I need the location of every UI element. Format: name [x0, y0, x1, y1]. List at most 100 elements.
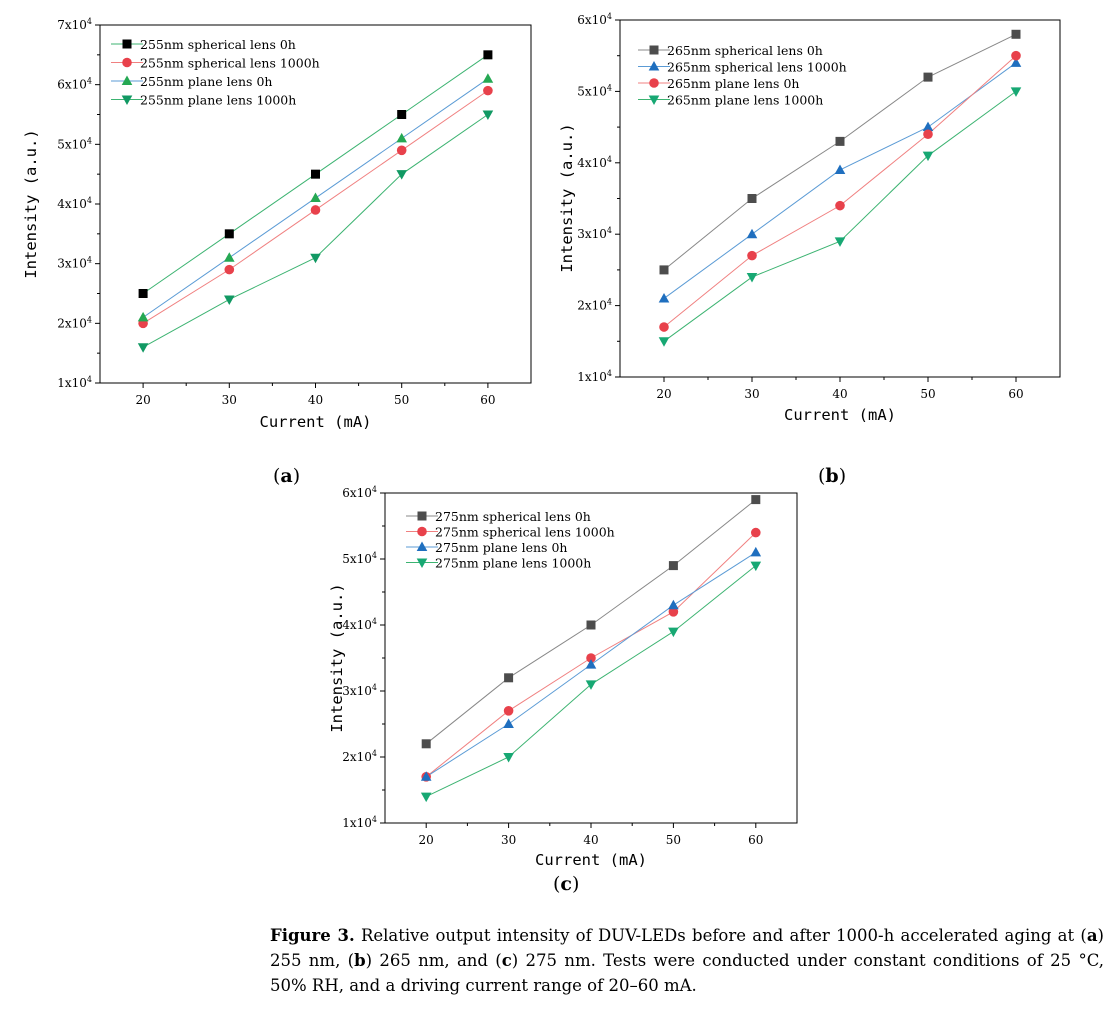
legend-label: 275nm spherical lens 1000h [435, 525, 615, 540]
x-tick-label: 30 [222, 393, 237, 407]
panel-label-a: (a) [273, 465, 301, 487]
y-tick-label: 1x104 [57, 375, 92, 390]
x-axis-label: Current (mA) [260, 413, 372, 431]
data-point-series-3 [224, 252, 235, 262]
y-tick-label: 4x104 [57, 196, 92, 211]
x-axis-label: Current (mA) [784, 406, 896, 424]
x-tick-label: 50 [666, 833, 681, 847]
data-point-series-4 [420, 792, 432, 803]
legend-label: 255nm spherical lens 0h [140, 37, 296, 52]
legend-label: 275nm plane lens 1000h [435, 556, 591, 571]
y-tick-label: 5x104 [57, 136, 92, 151]
y-tick-label: 2x104 [57, 315, 92, 330]
y-tick-label: 1x104 [577, 369, 612, 384]
legend-marker [417, 526, 427, 537]
y-axis-label: Intensity (a.u.) [22, 129, 40, 278]
data-point-series-4 [746, 273, 758, 283]
data-point-series-1 [421, 739, 431, 749]
data-point-series-4 [503, 753, 514, 763]
data-point-series-2 [310, 205, 321, 215]
legend-marker [648, 61, 660, 71]
data-point-series-3 [1011, 50, 1021, 61]
y-tick-label: 1x104 [342, 815, 377, 830]
y-tick-label: 5x104 [342, 551, 377, 566]
legend-marker [122, 39, 132, 49]
x-tick-label: 60 [1008, 387, 1023, 401]
y-axis-label: Intensity (a.u.) [328, 583, 346, 732]
data-point-series-2 [586, 653, 596, 663]
legend-label: 255nm plane lens 1000h [140, 93, 296, 108]
data-point-series-4 [585, 680, 597, 690]
y-tick-label: 7x104 [57, 17, 92, 32]
x-tick-label: 50 [920, 387, 935, 401]
data-point-series-3 [659, 322, 669, 332]
y-tick-label: 6x104 [57, 77, 92, 92]
data-point-series-3 [482, 73, 494, 83]
data-point-series-4 [668, 627, 679, 638]
x-tick-label: 40 [832, 387, 847, 401]
data-point-series-2 [396, 145, 407, 156]
data-point-series-3 [923, 129, 933, 140]
data-point-series-3 [310, 192, 321, 203]
legend-label: 265nm spherical lens 0h [667, 43, 823, 58]
legend-label: 265nm plane lens 0h [667, 76, 799, 91]
x-tick-label: 30 [744, 387, 759, 401]
y-tick-label: 5x104 [577, 83, 612, 98]
data-point-series-1 [224, 229, 234, 239]
x-tick-label: 20 [656, 387, 671, 401]
data-point-series-4 [750, 561, 762, 572]
x-tick-label: 60 [748, 833, 763, 847]
legend-marker [649, 78, 659, 88]
y-tick-label: 3x104 [57, 256, 92, 271]
data-point-series-1 [659, 265, 669, 275]
data-point-series-1 [1011, 29, 1021, 39]
data-point-series-3 [503, 718, 514, 728]
data-point-series-2 [668, 607, 679, 617]
x-tick-label: 40 [583, 833, 598, 847]
data-point-series-2 [503, 706, 514, 716]
data-point-series-3 [420, 771, 432, 781]
data-point-series-1 [835, 136, 845, 146]
x-tick-label: 50 [394, 393, 409, 407]
data-point-series-4 [224, 295, 235, 305]
data-point-series-3 [137, 311, 149, 322]
figure-caption: Figure 3. Relative output intensity of D… [270, 926, 1104, 995]
data-point-series-1 [751, 495, 761, 505]
legend-marker [416, 541, 428, 551]
y-tick-label: 4x104 [577, 155, 612, 170]
panel-label-b: (b) [818, 465, 847, 487]
y-tick-label: 6x104 [577, 12, 612, 27]
data-point-series-2 [658, 292, 670, 303]
data-point-series-4 [1010, 87, 1022, 97]
y-tick-label: 2x104 [577, 298, 612, 313]
data-point-series-4 [834, 237, 846, 247]
y-tick-label: 3x104 [577, 226, 612, 241]
data-point-series-1 [747, 194, 757, 203]
data-point-series-4 [137, 343, 149, 353]
data-point-series-3 [835, 200, 845, 211]
data-point-series-3 [747, 250, 757, 261]
figure-caption-label: Figure 3. [270, 926, 355, 945]
data-point-series-1 [311, 169, 320, 179]
data-point-series-2 [922, 121, 934, 132]
y-tick-label: 3x104 [342, 683, 377, 698]
y-tick-label: 6x104 [342, 485, 377, 500]
data-point-series-2 [751, 527, 761, 538]
data-point-series-1 [138, 289, 148, 298]
x-tick-label: 20 [419, 833, 434, 847]
y-tick-label: 2x104 [342, 749, 377, 764]
legend-marker [121, 95, 133, 105]
data-point-series-1 [668, 561, 678, 571]
data-point-series-2 [224, 264, 235, 275]
legend-marker [417, 511, 427, 521]
x-tick-label: 40 [308, 393, 323, 407]
legend-marker [121, 75, 133, 85]
legend-label: 275nm plane lens 0h [435, 540, 567, 555]
x-tick-label: 30 [501, 833, 516, 847]
legend-marker [122, 57, 132, 68]
data-point-series-2 [746, 228, 758, 239]
legend-label: 255nm plane lens 0h [140, 74, 272, 89]
